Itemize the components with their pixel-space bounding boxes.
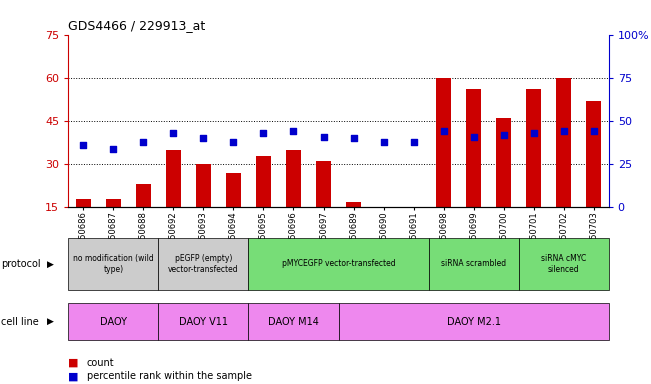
Point <box>229 139 239 145</box>
Bar <box>436 78 451 207</box>
Point <box>168 130 178 136</box>
Text: percentile rank within the sample: percentile rank within the sample <box>87 371 251 381</box>
Point <box>78 142 89 148</box>
Point <box>318 134 329 140</box>
Bar <box>226 173 241 207</box>
Bar <box>526 89 541 207</box>
Point <box>499 132 509 138</box>
Bar <box>346 202 361 207</box>
Point <box>589 128 599 134</box>
Text: GDS4466 / 229913_at: GDS4466 / 229913_at <box>68 19 206 32</box>
Point <box>408 139 419 145</box>
Text: DAOY M14: DAOY M14 <box>268 316 319 327</box>
Point <box>559 128 569 134</box>
Point <box>138 139 148 145</box>
Text: count: count <box>87 358 114 368</box>
Bar <box>256 156 271 207</box>
Point <box>529 130 539 136</box>
Text: ▶: ▶ <box>47 260 54 268</box>
Text: DAOY V11: DAOY V11 <box>179 316 228 327</box>
Bar <box>316 161 331 207</box>
Bar <box>106 199 121 207</box>
Text: no modification (wild
type): no modification (wild type) <box>73 254 154 274</box>
Point <box>438 128 449 134</box>
Bar <box>466 89 481 207</box>
Point <box>348 135 359 141</box>
Text: pMYCEGFP vector-transfected: pMYCEGFP vector-transfected <box>282 260 395 268</box>
Bar <box>286 150 301 207</box>
Text: siRNA scrambled: siRNA scrambled <box>441 260 506 268</box>
Text: pEGFP (empty)
vector-transfected: pEGFP (empty) vector-transfected <box>168 254 239 274</box>
Bar <box>196 164 211 207</box>
Bar <box>556 78 571 207</box>
Text: ■: ■ <box>68 371 79 381</box>
Point <box>108 146 118 152</box>
Point <box>198 135 208 141</box>
Text: siRNA cMYC
silenced: siRNA cMYC silenced <box>541 254 587 274</box>
Point <box>378 139 389 145</box>
Point <box>288 128 299 134</box>
Bar <box>496 118 511 207</box>
Text: cell line: cell line <box>1 316 38 327</box>
Point <box>258 130 269 136</box>
Point <box>469 134 479 140</box>
Text: ■: ■ <box>68 358 79 368</box>
Bar <box>136 184 151 207</box>
Text: protocol: protocol <box>1 259 40 269</box>
Text: DAOY M2.1: DAOY M2.1 <box>447 316 501 327</box>
Text: DAOY: DAOY <box>100 316 127 327</box>
Bar <box>586 101 601 207</box>
Bar <box>76 199 91 207</box>
Text: ▶: ▶ <box>47 317 54 326</box>
Bar <box>166 150 181 207</box>
